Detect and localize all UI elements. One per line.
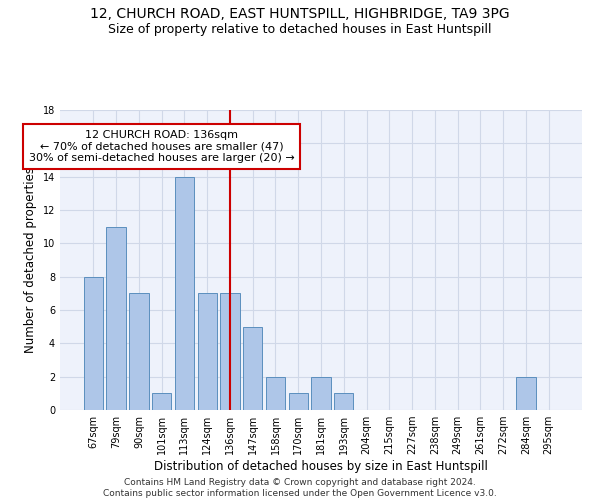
- Bar: [106, 226, 126, 410]
- Bar: [334, 394, 353, 410]
- Text: 12, CHURCH ROAD, EAST HUNTSPILL, HIGHBRIDGE, TA9 3PG: 12, CHURCH ROAD, EAST HUNTSPILL, HIGHBRI…: [90, 8, 510, 22]
- Bar: [84, 276, 103, 410]
- Text: Size of property relative to detached houses in East Huntspill: Size of property relative to detached ho…: [108, 22, 492, 36]
- Bar: [129, 294, 149, 410]
- Bar: [197, 294, 217, 410]
- Y-axis label: Number of detached properties: Number of detached properties: [24, 167, 37, 353]
- Bar: [175, 176, 194, 410]
- Bar: [266, 376, 285, 410]
- Bar: [220, 294, 239, 410]
- Bar: [289, 394, 308, 410]
- Bar: [243, 326, 262, 410]
- Text: 12 CHURCH ROAD: 136sqm
← 70% of detached houses are smaller (47)
30% of semi-det: 12 CHURCH ROAD: 136sqm ← 70% of detached…: [29, 130, 295, 163]
- Bar: [152, 394, 172, 410]
- Bar: [311, 376, 331, 410]
- Bar: [516, 376, 536, 410]
- X-axis label: Distribution of detached houses by size in East Huntspill: Distribution of detached houses by size …: [154, 460, 488, 473]
- Text: Contains HM Land Registry data © Crown copyright and database right 2024.
Contai: Contains HM Land Registry data © Crown c…: [103, 478, 497, 498]
